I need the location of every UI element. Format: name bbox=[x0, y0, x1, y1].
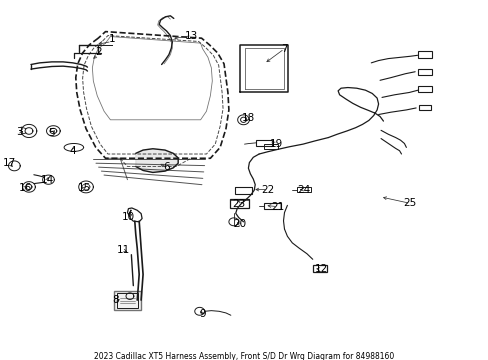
Bar bbox=[116, 293, 138, 309]
Text: 10: 10 bbox=[122, 212, 135, 221]
Text: 21: 21 bbox=[270, 202, 284, 212]
Text: 16: 16 bbox=[19, 183, 32, 193]
Text: 3: 3 bbox=[16, 127, 22, 137]
Text: 11: 11 bbox=[117, 246, 130, 256]
Bar bbox=[234, 186, 252, 194]
Text: 17: 17 bbox=[3, 158, 16, 168]
Text: 1: 1 bbox=[108, 34, 115, 44]
Text: 23: 23 bbox=[231, 199, 245, 210]
Text: 24: 24 bbox=[297, 185, 310, 194]
Text: 4: 4 bbox=[69, 146, 76, 156]
Bar bbox=[264, 203, 281, 209]
Text: 6: 6 bbox=[163, 162, 169, 172]
Bar bbox=[313, 265, 326, 272]
Bar bbox=[417, 69, 431, 75]
Text: 13: 13 bbox=[185, 31, 198, 41]
Bar bbox=[297, 187, 310, 192]
Text: 18: 18 bbox=[241, 113, 255, 123]
Text: 2: 2 bbox=[95, 47, 102, 57]
Bar bbox=[230, 199, 248, 208]
Bar bbox=[264, 144, 278, 149]
Text: 2023 Cadillac XT5 Harness Assembly, Front S/D Dr Wrg Diagram for 84988160: 2023 Cadillac XT5 Harness Assembly, Fron… bbox=[94, 352, 394, 360]
Bar bbox=[114, 291, 141, 310]
Bar bbox=[417, 86, 431, 92]
Text: 19: 19 bbox=[269, 139, 282, 149]
Text: 7: 7 bbox=[281, 44, 287, 54]
Text: 8: 8 bbox=[112, 295, 119, 305]
Bar bbox=[417, 51, 431, 58]
Text: 9: 9 bbox=[199, 309, 206, 319]
Text: 12: 12 bbox=[314, 264, 327, 274]
Text: 25: 25 bbox=[403, 198, 416, 208]
Text: 20: 20 bbox=[233, 219, 245, 229]
Text: 5: 5 bbox=[48, 128, 55, 138]
Bar bbox=[256, 140, 271, 146]
Text: 15: 15 bbox=[78, 183, 91, 193]
Text: 22: 22 bbox=[261, 185, 274, 194]
Bar bbox=[418, 105, 430, 110]
Text: 14: 14 bbox=[41, 175, 54, 185]
Polygon shape bbox=[136, 149, 178, 172]
